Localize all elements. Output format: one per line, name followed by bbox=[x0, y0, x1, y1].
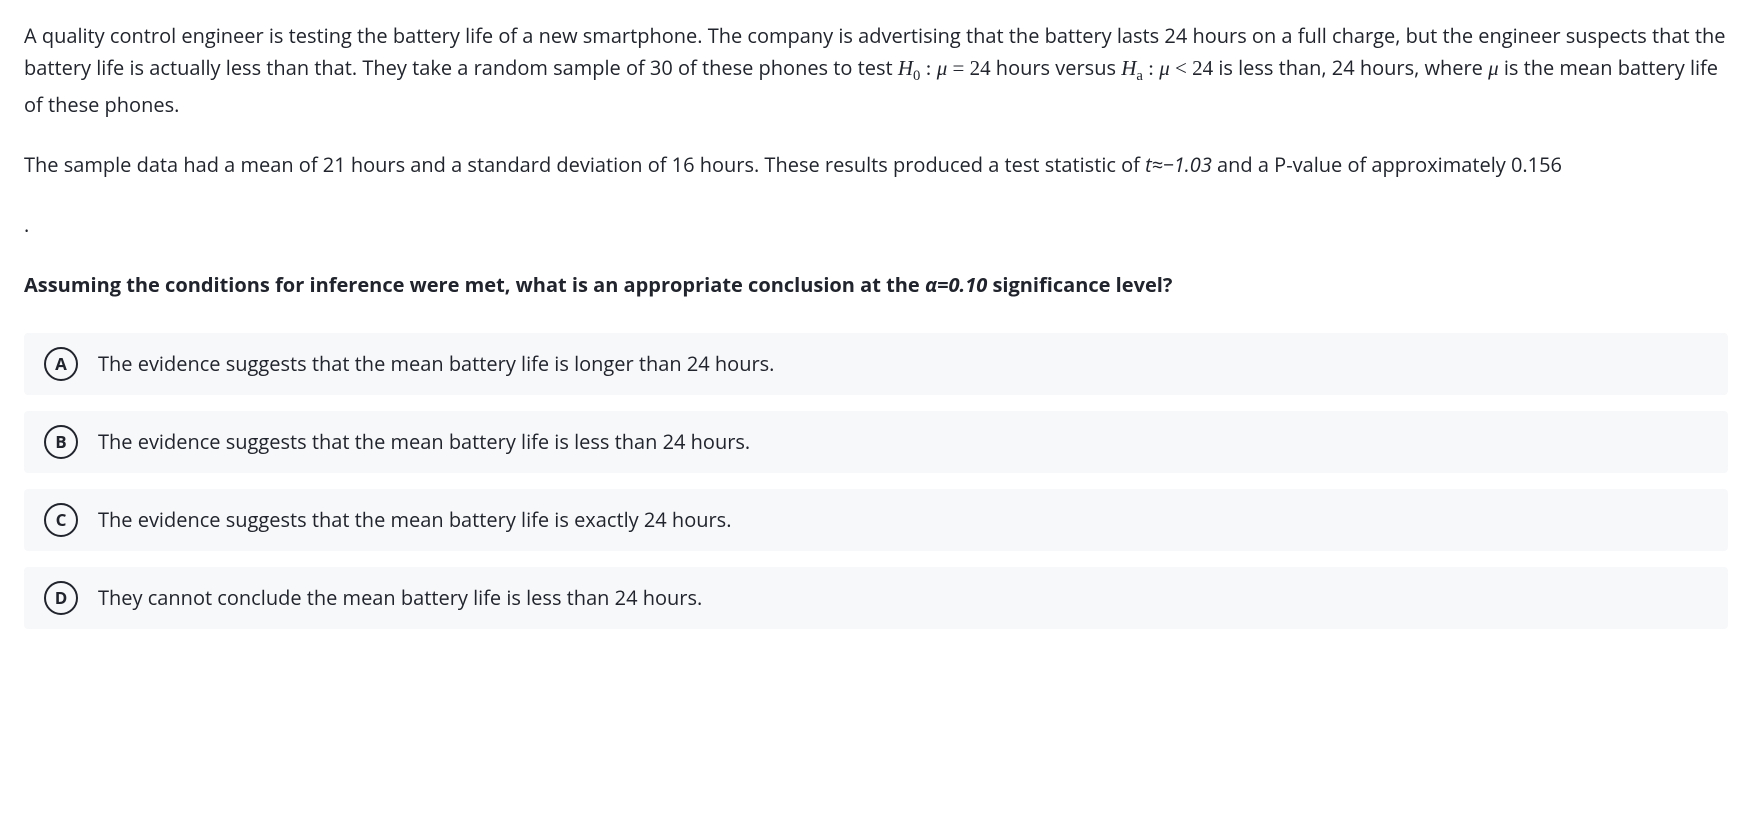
colon2: : bbox=[1143, 56, 1159, 80]
hours-versus: hours versus bbox=[991, 54, 1122, 81]
answer-letter: A bbox=[44, 347, 78, 381]
answer-text: The evidence suggests that the mean batt… bbox=[98, 348, 774, 380]
stray-dot: . bbox=[24, 209, 1728, 241]
para2-mid: and a P-value of approximately 0.156 bbox=[1212, 151, 1562, 178]
para2-text: The sample data had a mean of 21 hours a… bbox=[24, 151, 1145, 178]
answer-text: The evidence suggests that the mean batt… bbox=[98, 504, 731, 536]
answer-list: A The evidence suggests that the mean ba… bbox=[24, 333, 1728, 629]
prompt-bold: Assuming the conditions for inference we… bbox=[24, 271, 925, 298]
eq24: = 24 bbox=[947, 56, 990, 80]
answer-text: They cannot conclude the mean battery li… bbox=[98, 582, 702, 614]
answer-letter: D bbox=[44, 581, 78, 615]
question-body: A quality control engineer is testing th… bbox=[24, 20, 1728, 301]
answer-option-a[interactable]: A The evidence suggests that the mean ba… bbox=[24, 333, 1728, 395]
question-prompt: Assuming the conditions for inference we… bbox=[24, 269, 1728, 301]
question-paragraph-2: The sample data had a mean of 21 hours a… bbox=[24, 149, 1728, 181]
answer-letter: B bbox=[44, 425, 78, 459]
lt24: < 24 bbox=[1170, 56, 1213, 80]
ha-symbol: Ha bbox=[1121, 56, 1143, 80]
answer-text: The evidence suggests that the mean batt… bbox=[98, 426, 750, 458]
para1-post: is less than, 24 hours, where bbox=[1213, 54, 1488, 81]
answer-option-b[interactable]: B The evidence suggests that the mean ba… bbox=[24, 411, 1728, 473]
prompt-end: significance level? bbox=[987, 271, 1172, 298]
answer-option-d[interactable]: D They cannot conclude the mean battery … bbox=[24, 567, 1728, 629]
question-paragraph-1: A quality control engineer is testing th… bbox=[24, 20, 1728, 121]
h0-symbol: H0 bbox=[898, 56, 921, 80]
colon: : bbox=[920, 56, 936, 80]
mu-symbol-1: μ bbox=[937, 56, 948, 80]
mu-symbol-3: μ bbox=[1488, 56, 1499, 80]
answer-letter: C bbox=[44, 503, 78, 537]
mu-symbol-2: μ bbox=[1159, 56, 1170, 80]
alpha-value: α=0.10 bbox=[925, 271, 987, 298]
answer-option-c[interactable]: C The evidence suggests that the mean ba… bbox=[24, 489, 1728, 551]
t-stat: t≈−1.03 bbox=[1145, 151, 1212, 178]
